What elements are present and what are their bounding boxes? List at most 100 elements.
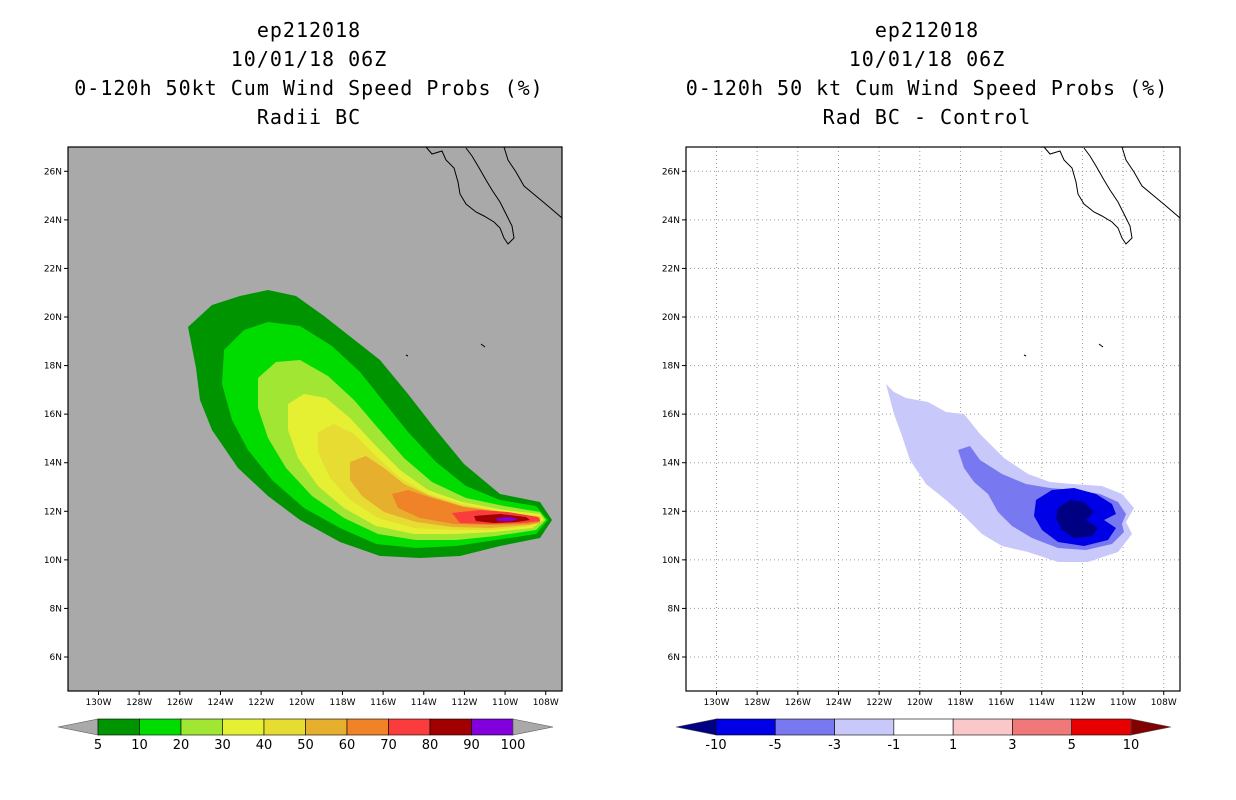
colorbar-label: 40 bbox=[256, 738, 273, 753]
x-tick-label: 128W bbox=[744, 698, 770, 708]
right-map: 130W 128W 126W 124W 122W 120W 118W 116W 114W 112W… bbox=[662, 146, 1181, 753]
x-tick-label: 110W bbox=[1110, 698, 1136, 708]
x-tick-label: 124W bbox=[207, 698, 233, 708]
colorbar-label: 5 bbox=[94, 738, 102, 753]
x-tick-label: 130W bbox=[703, 698, 729, 708]
x-tick-label: 124W bbox=[825, 698, 851, 708]
x-tick-label: 118W bbox=[947, 698, 973, 708]
y-tick-label: 26N bbox=[662, 167, 680, 177]
colorbar-swatch bbox=[774, 718, 835, 736]
colorbar-swatch bbox=[952, 718, 1013, 736]
colorbar-label: 10 bbox=[131, 738, 148, 753]
y-tick-label: 22N bbox=[44, 264, 62, 274]
colorbar-swatch bbox=[834, 718, 895, 736]
y-tick-label: 22N bbox=[662, 264, 680, 274]
y-tick-label: 14N bbox=[44, 459, 62, 469]
colorbar-label: -5 bbox=[769, 738, 782, 753]
colorbar-swatch bbox=[471, 718, 514, 736]
colorbar-high-arrow bbox=[512, 718, 554, 736]
y-tick-label: 14N bbox=[662, 459, 680, 469]
x-tick-label: 128W bbox=[126, 698, 152, 708]
x-tick-label: 122W bbox=[248, 698, 274, 708]
valid-time: 10/01/18 06Z bbox=[230, 47, 388, 71]
x-tick-label: 112W bbox=[1069, 698, 1095, 708]
colorbar-label: -10 bbox=[705, 738, 726, 753]
chart-subtitle: Radii BC bbox=[256, 105, 362, 129]
colorbar-high-arrow bbox=[1130, 718, 1172, 736]
colorbar-swatch bbox=[429, 718, 472, 736]
mainland-coastline bbox=[503, 146, 563, 219]
left-map: 130W 128W 126W 124W 122W 120W 118W 116W 114W 112W… bbox=[44, 146, 563, 753]
y-tick-label: 18N bbox=[662, 362, 680, 372]
contour-50 bbox=[350, 456, 540, 528]
colorbar-label: -1 bbox=[887, 738, 900, 753]
island-marker bbox=[1098, 343, 1104, 348]
x-tick-label: 120W bbox=[907, 698, 933, 708]
x-tick-label: 110W bbox=[492, 698, 518, 708]
valid-time: 10/01/18 06Z bbox=[848, 47, 1006, 71]
colorbar-low-arrow bbox=[675, 718, 717, 736]
x-tick-label: 126W bbox=[785, 698, 811, 708]
y-tick-label: 16N bbox=[662, 410, 680, 420]
y-tick-label: 6N bbox=[668, 653, 680, 663]
colorbar-swatch bbox=[893, 718, 954, 736]
plot-frame bbox=[67, 146, 563, 692]
island-marker bbox=[1023, 354, 1027, 357]
storm-id: ep212018 bbox=[256, 18, 362, 42]
island-marker bbox=[480, 343, 486, 348]
y-tick-label: 18N bbox=[44, 362, 62, 372]
y-tick-label: 8N bbox=[668, 604, 680, 614]
colorbar-label: 10 bbox=[1123, 738, 1140, 753]
colorbar-label: -3 bbox=[828, 738, 841, 753]
chart-title: 0-120h 50 kt Cum Wind Speed Probs (%) bbox=[685, 76, 1169, 100]
right-panel-title: ep212018 10/01/18 06Z 0-120h 50 kt Cum W… bbox=[618, 16, 1236, 132]
y-tick-label: 10N bbox=[662, 556, 680, 566]
colorbar-label: 5 bbox=[1068, 738, 1076, 753]
colorbar-label: 1 bbox=[949, 738, 957, 753]
chart-title: 0-120h 50kt Cum Wind Speed Probs (%) bbox=[74, 76, 544, 100]
colorbar-low-arrow bbox=[57, 718, 99, 736]
colorbar-swatch bbox=[180, 718, 223, 736]
colorbar-swatch bbox=[305, 718, 348, 736]
x-tick-label: 118W bbox=[329, 698, 355, 708]
y-tick-label: 6N bbox=[50, 653, 62, 663]
y-tick-label: 12N bbox=[662, 507, 680, 517]
baja-coastline bbox=[1043, 146, 1133, 245]
colorbar-swatch bbox=[388, 718, 431, 736]
island-marker bbox=[405, 354, 409, 357]
colorbar-label: 100 bbox=[501, 738, 526, 753]
x-tick-label: 114W bbox=[411, 698, 437, 708]
y-tick-label: 24N bbox=[662, 216, 680, 226]
mainland-coastline bbox=[1121, 146, 1181, 219]
contour-minus-10 bbox=[1056, 500, 1098, 538]
colorbar-label: 70 bbox=[380, 738, 397, 753]
y-tick-label: 20N bbox=[662, 313, 680, 323]
y-tick-label: 20N bbox=[44, 313, 62, 323]
x-tick-label: 114W bbox=[1029, 698, 1055, 708]
x-tick-label: 116W bbox=[988, 698, 1014, 708]
colorbar-swatch bbox=[715, 718, 776, 736]
x-tick-label: 130W bbox=[85, 698, 111, 708]
contour-90 bbox=[496, 517, 518, 521]
x-tick-label: 112W bbox=[451, 698, 477, 708]
colorbar-swatch bbox=[97, 718, 140, 736]
baja-coastline bbox=[425, 146, 515, 245]
colorbar-label: 3 bbox=[1008, 738, 1016, 753]
x-tick-label: 116W bbox=[370, 698, 396, 708]
y-tick-label: 16N bbox=[44, 410, 62, 420]
colorbar-swatch bbox=[1071, 718, 1132, 736]
y-tick-label: 26N bbox=[44, 167, 62, 177]
colorbar-label: 30 bbox=[214, 738, 231, 753]
y-tick-label: 10N bbox=[44, 556, 62, 566]
colorbar-label: 50 bbox=[297, 738, 314, 753]
colorbar-swatch bbox=[346, 718, 389, 736]
colorbar-label: 20 bbox=[173, 738, 190, 753]
y-tick-label: 12N bbox=[44, 507, 62, 517]
storm-id: ep212018 bbox=[874, 18, 980, 42]
colorbar-label: 80 bbox=[422, 738, 439, 753]
colorbar-label: 60 bbox=[339, 738, 356, 753]
y-tick-label: 24N bbox=[44, 216, 62, 226]
x-tick-label: 122W bbox=[866, 698, 892, 708]
x-tick-label: 108W bbox=[533, 698, 559, 708]
colorbar-label: 90 bbox=[463, 738, 480, 753]
